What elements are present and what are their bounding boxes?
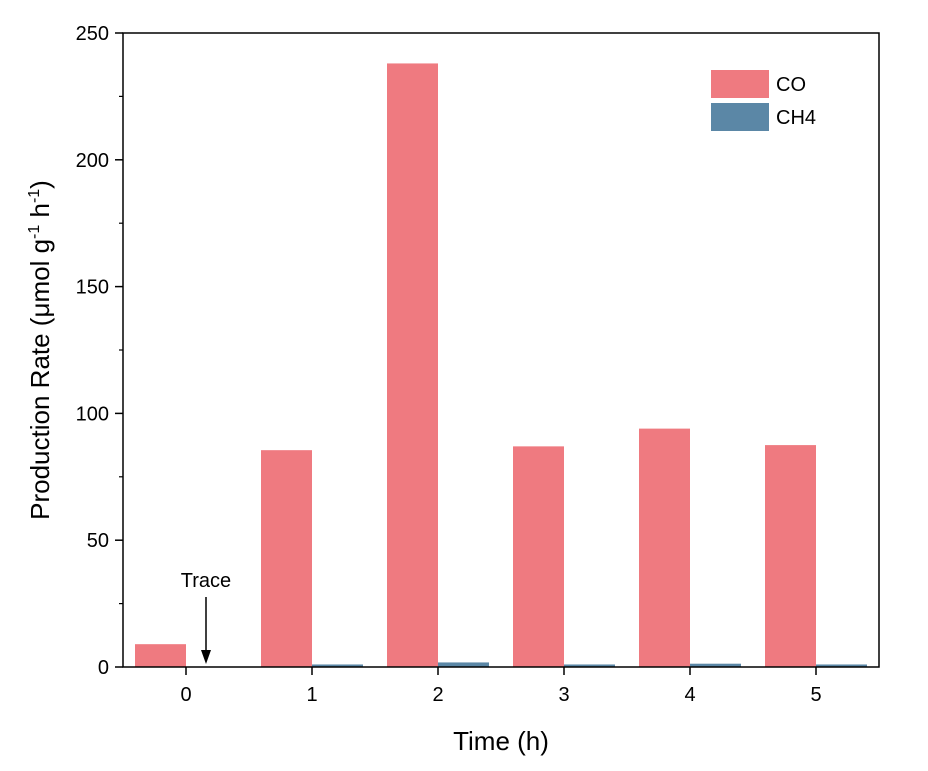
bars-layer: [135, 63, 867, 667]
y-tick-label-250: 250: [76, 23, 109, 45]
bar-co-3: [513, 446, 564, 667]
bar-ch4-2: [438, 662, 489, 667]
bar-ch4-5: [816, 664, 867, 667]
legend-swatch-ch4: [711, 103, 769, 131]
bar-co-0: [135, 644, 186, 667]
y-tick-label-50: 50: [87, 530, 109, 552]
trace-annotation: Trace: [181, 570, 231, 664]
bar-ch4-4: [690, 663, 741, 667]
x-tick-label-4: 4: [684, 684, 695, 706]
trace-arrow-head: [201, 650, 211, 664]
bar-co-2: [387, 63, 438, 667]
x-tick-label-3: 3: [558, 684, 569, 706]
x-axis-title: Time (h): [453, 726, 549, 756]
trace-label: Trace: [181, 570, 231, 592]
y-tick-label-0: 0: [98, 657, 109, 679]
y-tick-label-200: 200: [76, 150, 109, 172]
bar-co-5: [765, 445, 816, 667]
x-tick-label-0: 0: [180, 684, 191, 706]
bar-ch4-1: [312, 664, 363, 667]
bar-ch4-3: [564, 664, 615, 667]
x-tick-label-2: 2: [432, 684, 443, 706]
x-tick-label-1: 1: [306, 684, 317, 706]
x-tick-label-5: 5: [810, 684, 821, 706]
legend-label-ch4: CH4: [776, 107, 816, 129]
legend: CO CH4: [711, 70, 816, 131]
y-axis-title: Production Rate (μmol g-1 h-1): [25, 180, 55, 520]
legend-swatch-co: [711, 70, 769, 98]
legend-label-co: CO: [776, 74, 806, 96]
y-tick-label-100: 100: [76, 403, 109, 425]
bar-co-4: [639, 428, 690, 667]
bar-co-1: [261, 450, 312, 667]
y-tick-label-150: 150: [76, 277, 109, 299]
